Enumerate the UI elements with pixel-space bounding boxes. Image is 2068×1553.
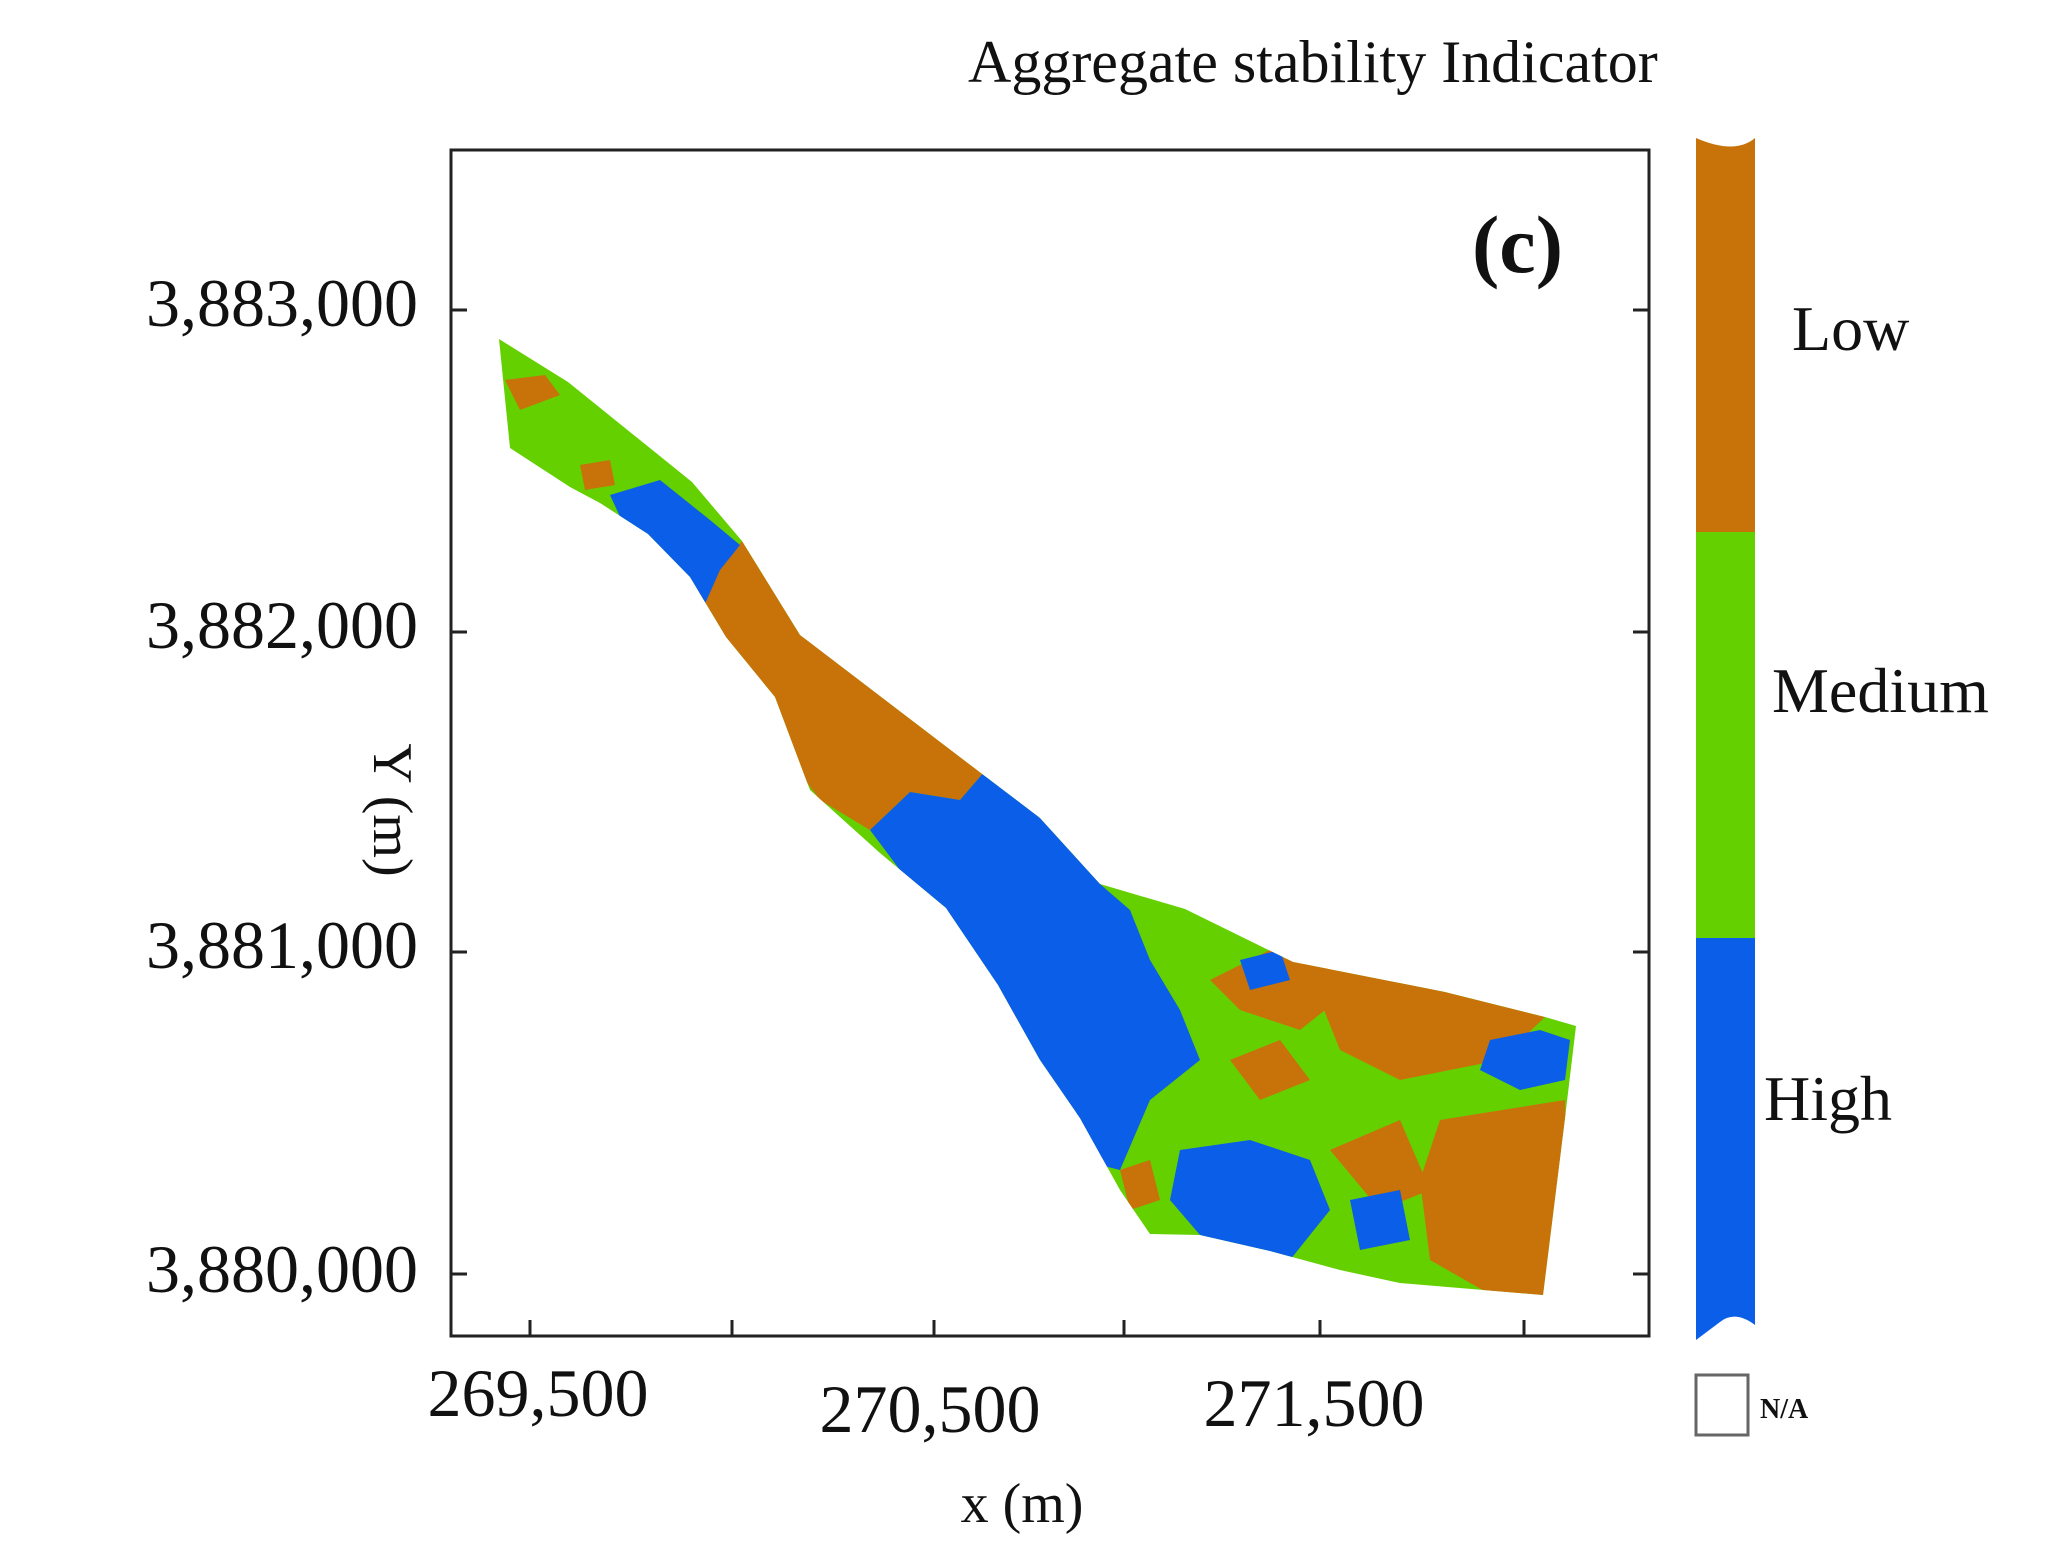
panel-label: (c) [1472, 199, 1563, 290]
x-tick-marks [528, 1320, 1526, 1336]
y-tick-label: 3,881,000 [146, 907, 418, 983]
classified-map-region [499, 339, 1576, 1295]
legend-label-medium: Medium [1772, 655, 1989, 726]
y-tick-label: 3,883,000 [146, 265, 418, 341]
plot-frame [449, 148, 1651, 1338]
low-zone [580, 460, 615, 490]
high-zone [1170, 1140, 1330, 1260]
high-zone [1240, 950, 1290, 990]
low-zone [1330, 1120, 1430, 1210]
high-zone [610, 480, 740, 630]
chart-title: Aggregate stability Indicator [968, 29, 1658, 95]
legend-label-high: High [1764, 1063, 1892, 1134]
legend-label-low: Low [1792, 293, 1909, 364]
y-axis-label: Y (m) [361, 743, 423, 876]
x-tick-label: 269,500 [428, 1355, 649, 1431]
legend-colorbar [1694, 138, 1755, 1437]
low-zone [692, 541, 985, 830]
legend-band-medium [1696, 532, 1755, 938]
y-tick-marks [451, 308, 1649, 1276]
low-zone [1120, 1160, 1160, 1210]
x-tick-label: 271,500 [1204, 1365, 1425, 1441]
low-zone [1420, 1100, 1570, 1295]
high-zone [870, 771, 1200, 1170]
low-zone [1230, 1040, 1310, 1100]
x-axis-label: x (m) [961, 1473, 1084, 1535]
y-tick-label: 3,880,000 [146, 1231, 418, 1307]
legend-label-na: N/A [1760, 1394, 1809, 1425]
high-zone [1350, 1190, 1410, 1250]
legend-band-low [1696, 138, 1755, 532]
low-zone [505, 375, 560, 410]
x-tick-label: 270,500 [820, 1371, 1041, 1447]
low-zone [1300, 960, 1545, 1080]
high-zone [1480, 1030, 1570, 1090]
legend-band-high [1696, 938, 1755, 1340]
legend-na-box [1694, 1373, 1750, 1437]
y-tick-label: 3,882,000 [146, 587, 418, 663]
